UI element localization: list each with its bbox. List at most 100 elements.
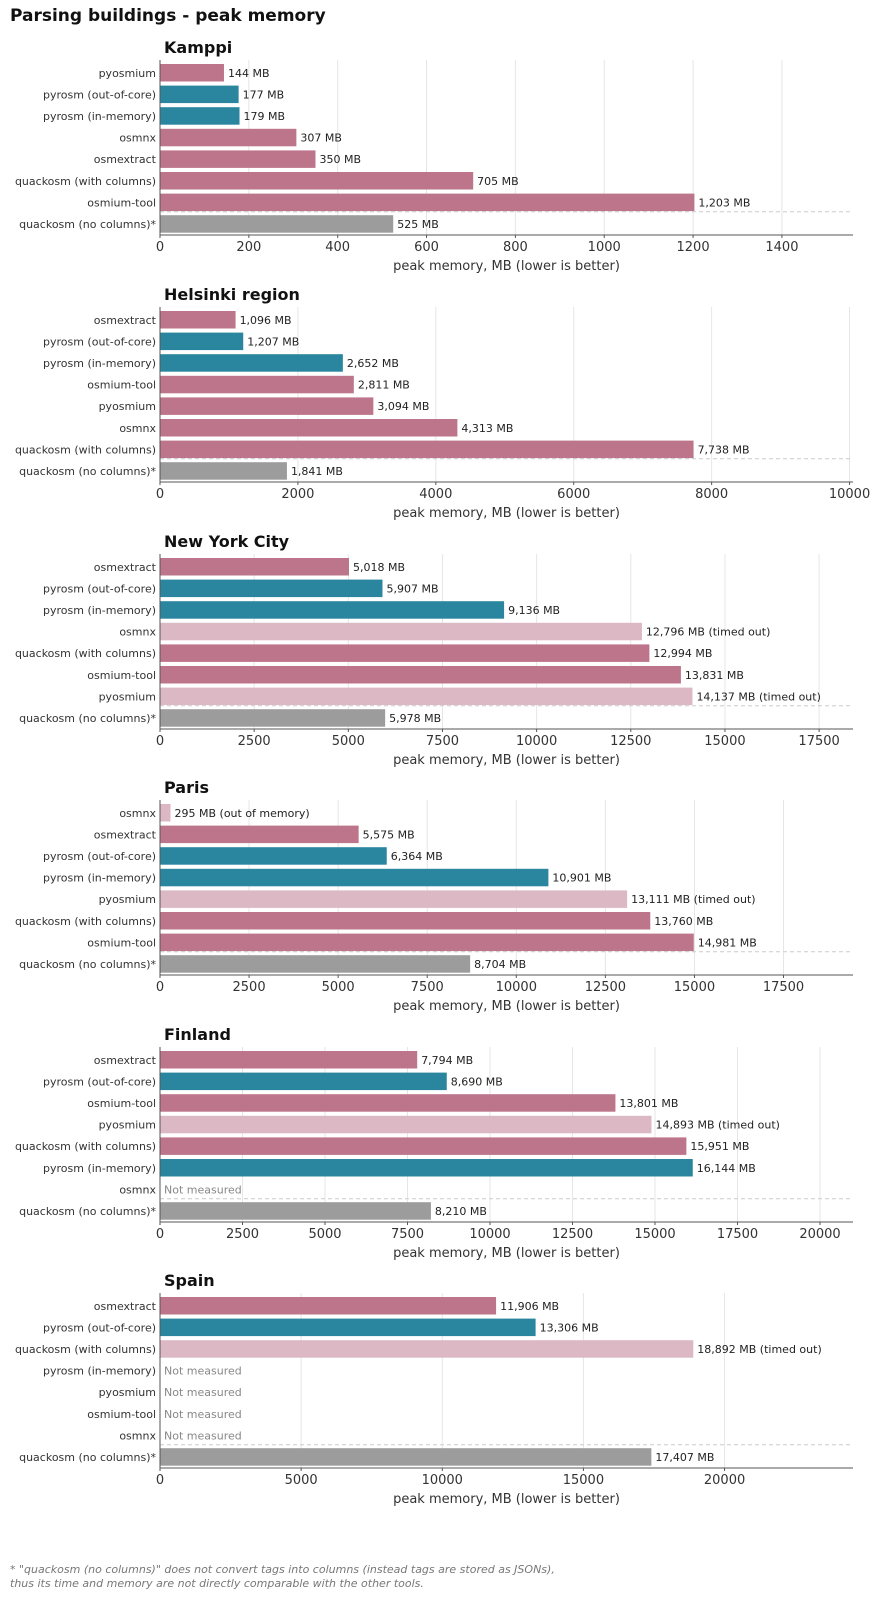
category-label: osmextract [94,1300,157,1313]
x-tick-label: 17500 [717,1227,758,1242]
chart-panel: Paris osmnx 295 MB (out of memory) osmextra… [0,778,895,1023]
bar-chart: osmextract 7,794 MB pyrosm (out-of-core) 8,… [15,1047,853,1261]
bar [160,912,651,930]
panel-title: New York City [164,532,290,551]
category-label: quackosm (no columns)* [19,465,156,478]
bar [160,868,549,887]
chart-title: Parsing buildings - peak memory [10,6,326,26]
category-label: osmium-tool [87,936,156,949]
x-tick-label: 600 [414,240,439,255]
category-label: pyrosm (in-memory) [43,872,156,885]
category-label: pyrosm (out-of-core) [43,1075,156,1088]
x-tick-label: 1000 [588,240,621,255]
category-label: quackosm (no columns)* [19,958,156,971]
bar [160,1159,693,1177]
bar [160,150,316,168]
value-label: 13,111 MB (timed out) [631,893,755,906]
bar [160,193,695,212]
value-label: 350 MB [319,153,361,166]
chart-panel: Finland osmextract 7,794 MB pyrosm (out-of-… [0,1025,895,1270]
value-label: 13,831 MB [685,669,744,682]
value-label: 2,811 MB [358,379,410,392]
bar [160,1448,652,1466]
value-label: 2,652 MB [347,357,399,370]
x-tick-label: 5000 [332,734,365,749]
bar [160,375,354,394]
category-label: quackosm (with columns) [15,175,156,188]
x-tick-label: 5000 [322,980,355,995]
bar-chart: osmextract 1,096 MB pyrosm (out-of-core) 1,… [15,307,870,521]
panel-title: Spain [164,1271,215,1290]
x-tick-label: 20000 [799,1227,840,1242]
x-axis-label: peak memory, MB (lower is better) [393,753,620,768]
panel-title: Finland [164,1025,231,1044]
value-label: 5,575 MB [363,828,415,841]
bar [160,1202,431,1220]
x-tick-label: 15000 [704,734,745,749]
footnote-line: thus its time and memory are not directl… [10,1577,424,1590]
value-label: Not measured [164,1386,242,1399]
x-tick-label: 7500 [411,980,444,995]
bar [160,1094,616,1112]
category-label: osmextract [94,561,157,574]
x-tick-label: 2000 [281,487,314,502]
value-label: 14,137 MB (timed out) [696,690,820,703]
category-label: osmium-tool [87,196,156,209]
bar [160,558,349,576]
x-tick-label: 15000 [634,1227,675,1242]
bar [160,128,297,147]
value-label: 1,096 MB [240,314,292,327]
bar [160,215,394,233]
x-tick-label: 6000 [557,487,590,502]
category-label: quackosm (no columns)* [19,712,156,725]
category-label: pyrosm (in-memory) [43,357,156,370]
category-label: quackosm (no columns)* [19,1451,156,1464]
value-label: 9,136 MB [508,604,560,617]
category-label: pyosmium [99,67,156,80]
category-label: osmnx [119,807,156,820]
value-label: 705 MB [477,175,519,188]
category-label: osmextract [94,314,157,327]
x-tick-label: 10000 [496,980,537,995]
category-label: osmextract [94,1054,157,1067]
category-label: quackosm (no columns)* [19,218,156,231]
value-label: 5,907 MB [386,582,438,595]
value-label: 144 MB [228,67,270,80]
category-label: quackosm (with columns) [15,647,156,660]
x-tick-label: 0 [156,1227,164,1242]
x-tick-label: 8000 [695,487,728,502]
category-label: quackosm (with columns) [15,915,156,928]
x-tick-label: 0 [156,980,164,995]
chart-panel: Spain osmextract 11,906 MB pyrosm (out-of-c… [0,1271,895,1516]
bar-chart: osmnx 295 MB (out of memory) osmextract 5,5… [15,800,853,1014]
x-tick-label: 10000 [829,487,870,502]
x-axis-label: peak memory, MB (lower is better) [393,1246,620,1261]
x-tick-label: 400 [325,240,350,255]
category-label: pyrosm (in-memory) [43,1365,156,1378]
value-label: 17,407 MB [655,1451,714,1464]
bar [160,579,383,598]
value-label: 5,978 MB [389,712,441,725]
x-tick-label: 0 [156,487,164,502]
chart-panel: Helsinki region osmextract 1,096 MB pyrosm … [0,285,895,530]
category-label: pyosmium [99,690,156,703]
category-label: pyosmium [99,893,156,906]
x-tick-label: 12500 [585,980,626,995]
bar [160,107,240,125]
category-label: osmnx [119,1183,156,1196]
category-label: osmium-tool [87,669,156,682]
value-label: 1,841 MB [291,465,343,478]
bar-chart: pyosmium 144 MB pyrosm (out-of-core) 177 MB… [15,60,853,274]
value-label: Not measured [164,1365,242,1378]
category-label: osmnx [119,422,156,435]
bar [160,709,386,727]
bar [160,601,505,619]
x-tick-label: 5000 [285,1473,318,1488]
value-label: Not measured [164,1183,242,1196]
bar [160,1051,418,1069]
category-label: pyosmium [99,400,156,413]
x-tick-label: 1400 [765,240,798,255]
category-label: quackosm (with columns) [15,1140,156,1153]
bar [160,933,694,952]
bar [160,666,681,684]
